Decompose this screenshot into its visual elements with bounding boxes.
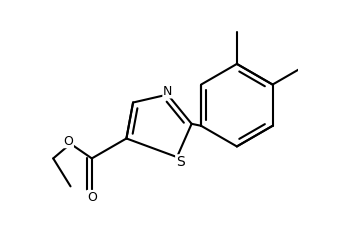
Text: O: O — [87, 191, 97, 204]
Text: O: O — [64, 135, 73, 148]
Text: S: S — [176, 155, 185, 169]
Text: N: N — [163, 85, 172, 98]
